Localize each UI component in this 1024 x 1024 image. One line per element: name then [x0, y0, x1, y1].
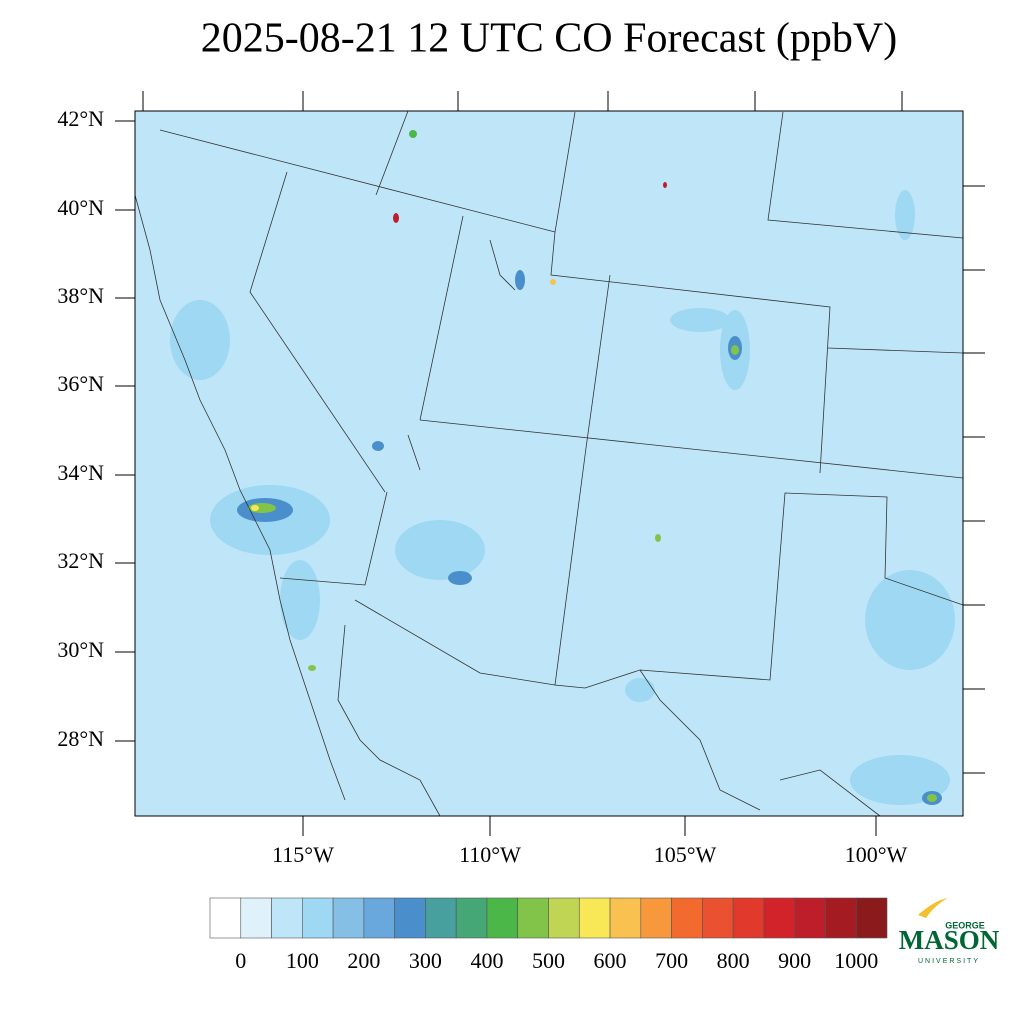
colorbar-label: 100 — [286, 948, 319, 973]
colorbar-box — [763, 897, 795, 939]
frame-ticks — [115, 91, 985, 836]
colorbar-box — [640, 897, 672, 939]
lon-label: 115°W — [272, 842, 334, 867]
colorbar-box — [578, 897, 611, 939]
colorbar-box — [240, 897, 272, 939]
logo-bottom: UNIVERSITY — [918, 958, 980, 965]
colorbar-box — [794, 897, 826, 939]
colorbar-box — [702, 897, 734, 939]
colorbar-label: 0 — [235, 948, 246, 973]
colorbar-box — [302, 897, 334, 939]
lat-label: 32°N — [57, 548, 104, 573]
colorbar-label: 400 — [470, 948, 503, 973]
lat-label: 40°N — [57, 195, 104, 220]
lat-label: 30°N — [57, 637, 104, 662]
logo-top: GEORGE — [945, 920, 985, 930]
lat-label: 36°N — [57, 371, 104, 396]
lat-label: 38°N — [57, 283, 104, 308]
colorbar: 0 100 200 300 400 500 600 700 800 900 1000 — [209, 897, 888, 973]
colorbar-label: 500 — [532, 948, 565, 973]
lon-label: 105°W — [654, 842, 717, 867]
colorbar-label: 200 — [347, 948, 380, 973]
colorbar-box — [671, 897, 703, 939]
colorbar-label: 1000 — [834, 948, 878, 973]
map-field — [135, 111, 963, 816]
map — [115, 91, 985, 836]
colorbar-box — [609, 897, 642, 939]
boundaries — [134, 110, 964, 817]
map-frame — [134, 110, 964, 817]
colorbar-label: 700 — [655, 948, 688, 973]
colorbar-box — [855, 897, 888, 939]
logo-main: MASON — [899, 925, 1000, 955]
colorbar-label: 600 — [594, 948, 627, 973]
colorbar-label: 900 — [778, 948, 811, 973]
colorbar-box — [455, 897, 488, 939]
title: 2025-08-21 12 UTC CO Forecast (ppbV) — [201, 16, 897, 62]
colorbar-box — [271, 897, 303, 939]
hotspots — [248, 130, 937, 802]
colorbar-box — [425, 897, 457, 939]
colorbar-box — [732, 897, 765, 939]
colorbar-label: 300 — [409, 948, 442, 973]
lon-label: 100°W — [845, 842, 908, 867]
colorbar-box — [517, 897, 549, 939]
colorbar-box — [332, 897, 365, 939]
colorbar-box — [363, 897, 395, 939]
colorbar-box — [486, 897, 519, 939]
colorbar-box — [825, 897, 857, 939]
lat-label: 42°N — [57, 106, 104, 131]
colorbar-box — [548, 897, 580, 939]
lon-label: 110°W — [459, 842, 521, 867]
logo: GEORGE MASON UNIVERSITY — [899, 898, 1000, 965]
axis-labels: 42°N 40°N 38°N 36°N 34°N 32°N 30°N 28°N 115°W 110… — [57, 106, 907, 867]
lat-label: 34°N — [57, 460, 104, 485]
colorbar-label: 800 — [717, 948, 750, 973]
colorbar-box — [209, 897, 242, 939]
lat-label: 28°N — [57, 726, 104, 751]
colorbar-box — [394, 897, 426, 939]
